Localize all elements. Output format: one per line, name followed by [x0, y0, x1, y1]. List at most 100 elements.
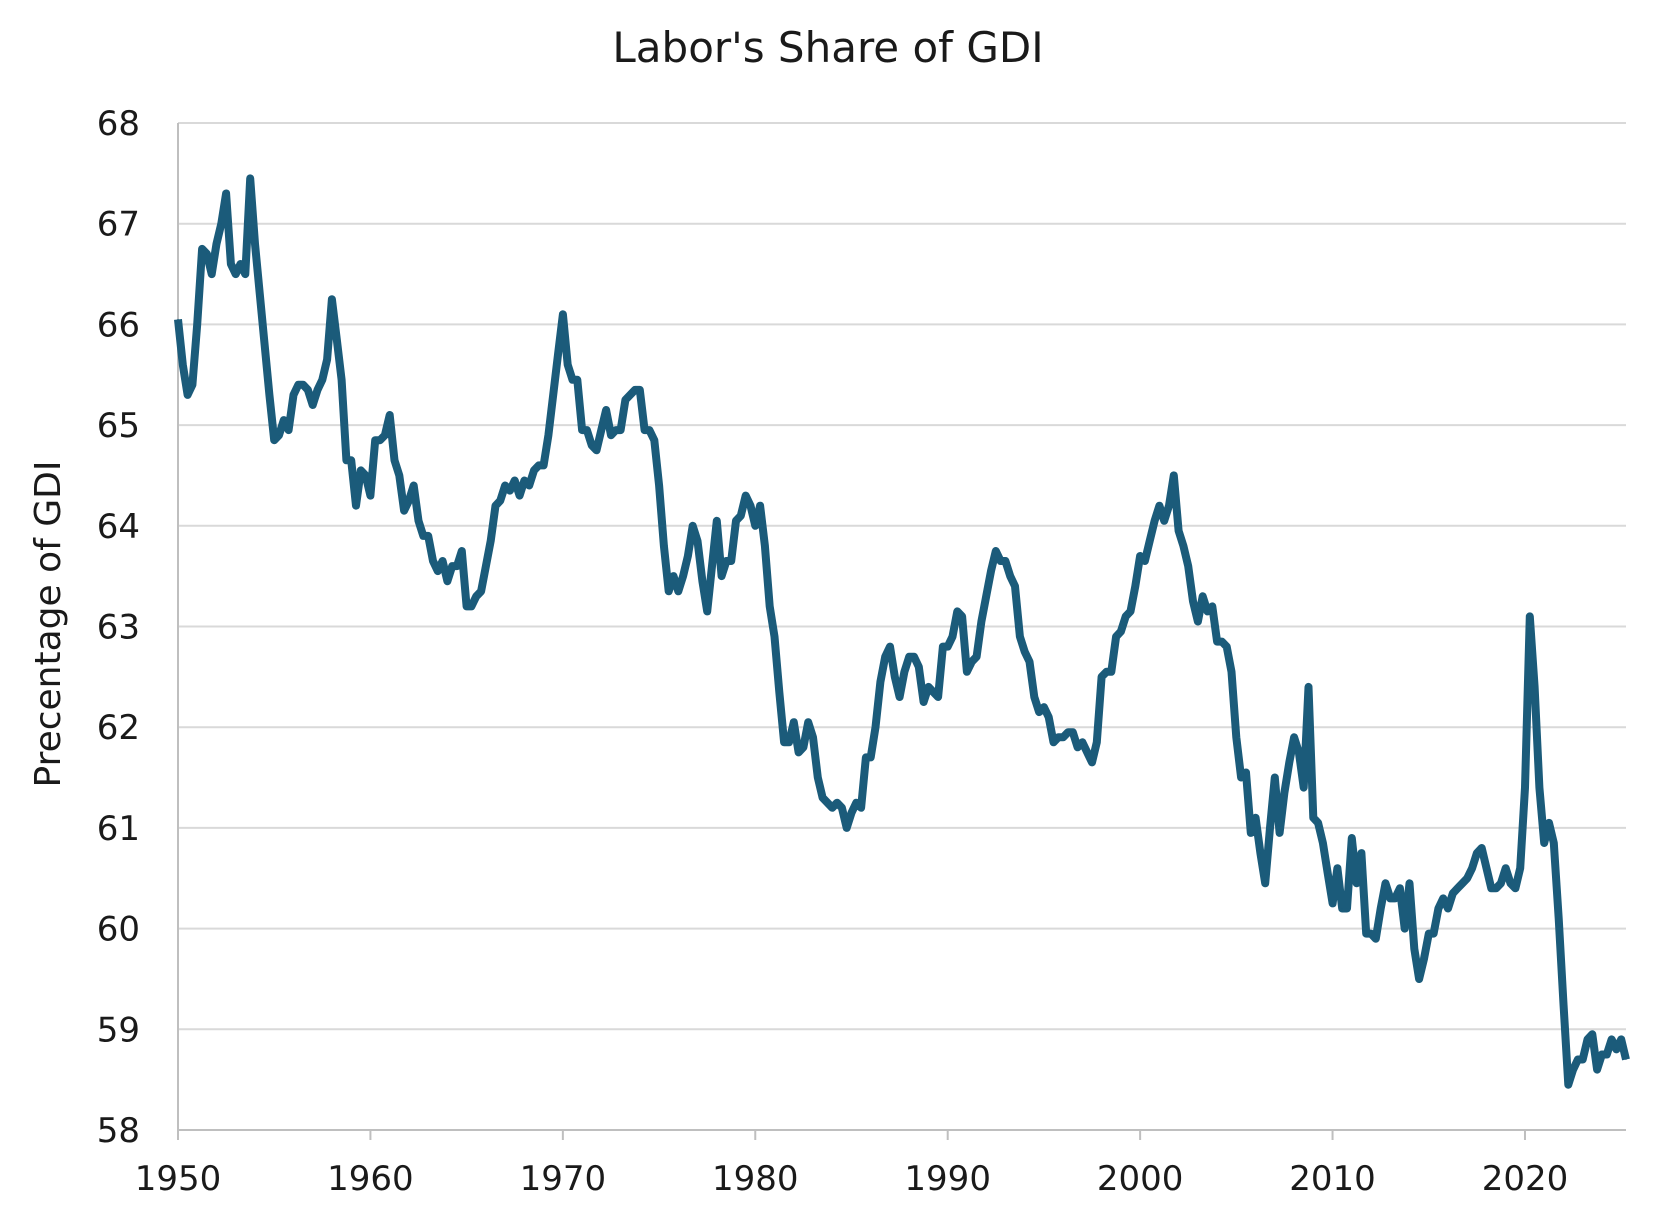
data-point [822, 797, 824, 799]
data-point [1514, 887, 1516, 889]
data-point [1433, 933, 1435, 935]
data-point [903, 671, 905, 673]
data-point [562, 313, 564, 315]
y-tick-label: 66 [97, 305, 140, 345]
data-point [302, 384, 304, 386]
data-point [1004, 560, 1006, 562]
data-point [1101, 676, 1103, 678]
data-point [432, 560, 434, 562]
data-point [1380, 908, 1382, 909]
y-tick-label: 68 [97, 104, 140, 144]
data-point [1572, 1069, 1574, 1071]
data-point [1322, 842, 1324, 844]
y-tick-label: 67 [97, 205, 140, 245]
data-point [369, 495, 371, 497]
data-point [191, 384, 193, 386]
data-point [879, 681, 881, 683]
data-point [336, 339, 338, 340]
data-point [442, 560, 444, 562]
data-point [730, 560, 732, 562]
data-point [1288, 761, 1290, 763]
data-point [889, 646, 891, 648]
data-point [543, 464, 545, 466]
data-point [1178, 530, 1180, 532]
data-point [1202, 595, 1204, 597]
data-point [1158, 505, 1160, 507]
data-point [1120, 631, 1122, 632]
data-point [1173, 474, 1175, 476]
data-point [1072, 731, 1074, 733]
data-point [1596, 1069, 1598, 1071]
data-point [1346, 908, 1348, 909]
data-point [1601, 1054, 1603, 1055]
axes [177, 123, 1626, 1131]
data-point [461, 550, 463, 552]
data-point [1274, 777, 1276, 778]
data-point [952, 636, 953, 638]
data-point [1563, 1003, 1564, 1005]
data-point [446, 580, 448, 582]
data-point [321, 379, 323, 381]
data-point [1187, 565, 1189, 567]
series-group [174, 174, 1630, 1089]
gridlines [178, 122, 1626, 1131]
y-tick-label: 63 [97, 608, 140, 648]
data-point [913, 656, 915, 658]
data-point [1240, 777, 1242, 778]
data-point [427, 535, 429, 537]
data-point [1293, 736, 1295, 738]
data-point [961, 615, 963, 617]
data-point [216, 243, 217, 245]
data-point [1351, 837, 1353, 839]
data-point [1086, 751, 1088, 753]
data-point [836, 802, 838, 804]
y-tick-label: 60 [97, 910, 140, 950]
data-point [1019, 636, 1021, 638]
data-point [567, 364, 569, 366]
data-point [1577, 1059, 1579, 1060]
data-point [341, 379, 343, 381]
data-point [418, 520, 419, 522]
data-point [1481, 847, 1483, 849]
data-point [1418, 978, 1420, 980]
data-point [384, 434, 386, 436]
data-point [490, 540, 492, 542]
data-point [1231, 671, 1232, 673]
data-point [1356, 882, 1358, 884]
data-point [1115, 636, 1117, 638]
data-point [1442, 897, 1444, 899]
data-point [365, 474, 367, 476]
data-point [1245, 772, 1247, 773]
data-point [894, 676, 896, 678]
data-point [928, 686, 929, 688]
data-point [1081, 741, 1083, 743]
data-point [899, 696, 901, 698]
data-point [451, 565, 453, 567]
data-point [956, 610, 958, 612]
data-point [1389, 897, 1391, 899]
data-point [639, 389, 641, 391]
data-point [557, 354, 559, 356]
data-point [1000, 560, 1002, 562]
data-point [1543, 842, 1545, 844]
data-point [466, 605, 468, 607]
data-point [721, 575, 723, 577]
data-point [807, 721, 809, 723]
data-point [716, 520, 718, 522]
data-point [259, 293, 261, 295]
data-point [884, 656, 886, 658]
data-point [345, 459, 347, 461]
data-point [754, 525, 756, 527]
data-point [1168, 505, 1170, 507]
data-point [1413, 948, 1415, 950]
data-point [283, 419, 285, 421]
data-point [778, 691, 780, 693]
chart-title: Labor's Share of GDI [612, 23, 1043, 72]
data-point [971, 661, 973, 663]
data-point [615, 429, 617, 431]
data-point [1587, 1038, 1588, 1040]
data-point [1110, 671, 1112, 673]
data-point [398, 474, 400, 476]
data-point [1130, 610, 1131, 612]
